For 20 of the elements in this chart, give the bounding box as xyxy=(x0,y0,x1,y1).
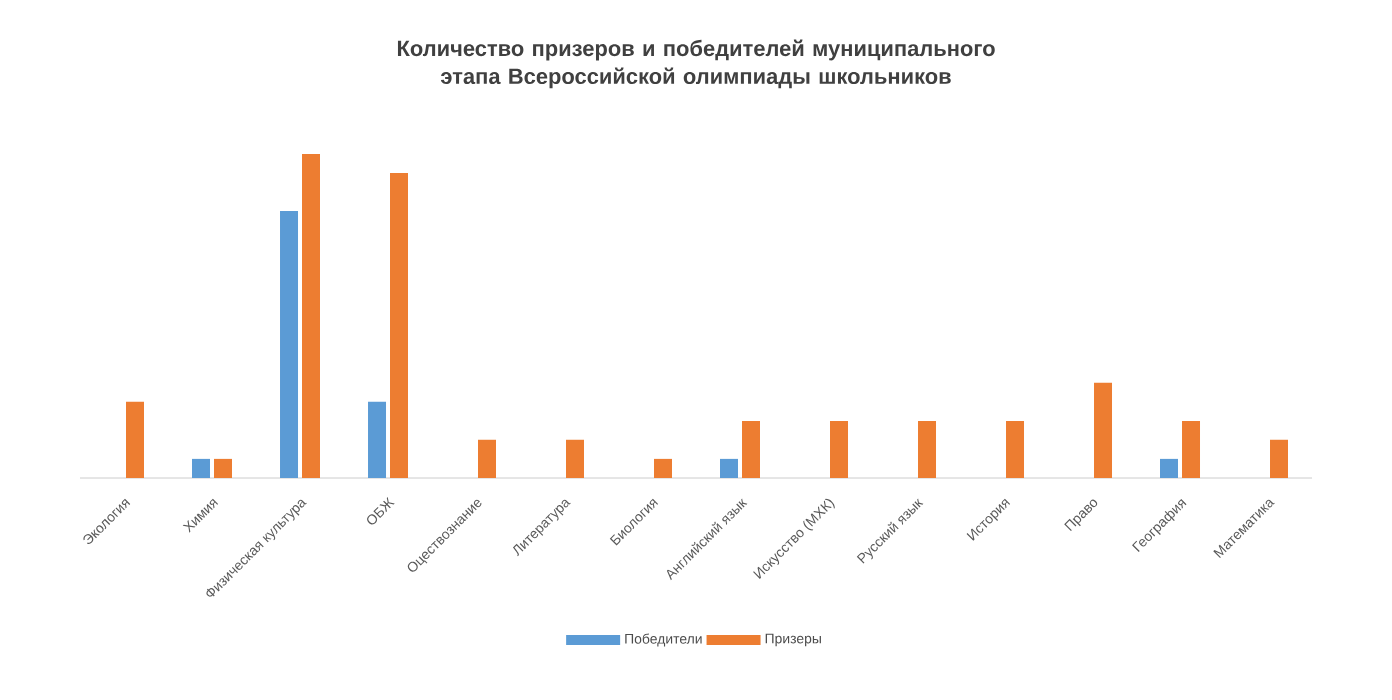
bar xyxy=(478,439,496,478)
bar xyxy=(1270,439,1289,478)
bar xyxy=(1182,420,1201,478)
bar xyxy=(720,458,739,478)
bar xyxy=(126,401,144,478)
bar xyxy=(566,439,584,478)
bar xyxy=(368,401,387,478)
bar xyxy=(918,420,937,478)
bar xyxy=(302,153,320,478)
bar xyxy=(830,420,849,478)
bar xyxy=(654,458,672,478)
bar xyxy=(280,210,299,478)
chart-title: Количество призеров и победителей муниципального этапа Всероссийской олимпиады школьников xyxy=(397,39,995,89)
bar xyxy=(742,420,760,478)
bar xyxy=(1094,382,1113,478)
bar xyxy=(192,458,211,478)
bar xyxy=(390,173,408,478)
bar xyxy=(1160,458,1179,478)
bar xyxy=(214,458,232,478)
bar xyxy=(1006,420,1025,478)
